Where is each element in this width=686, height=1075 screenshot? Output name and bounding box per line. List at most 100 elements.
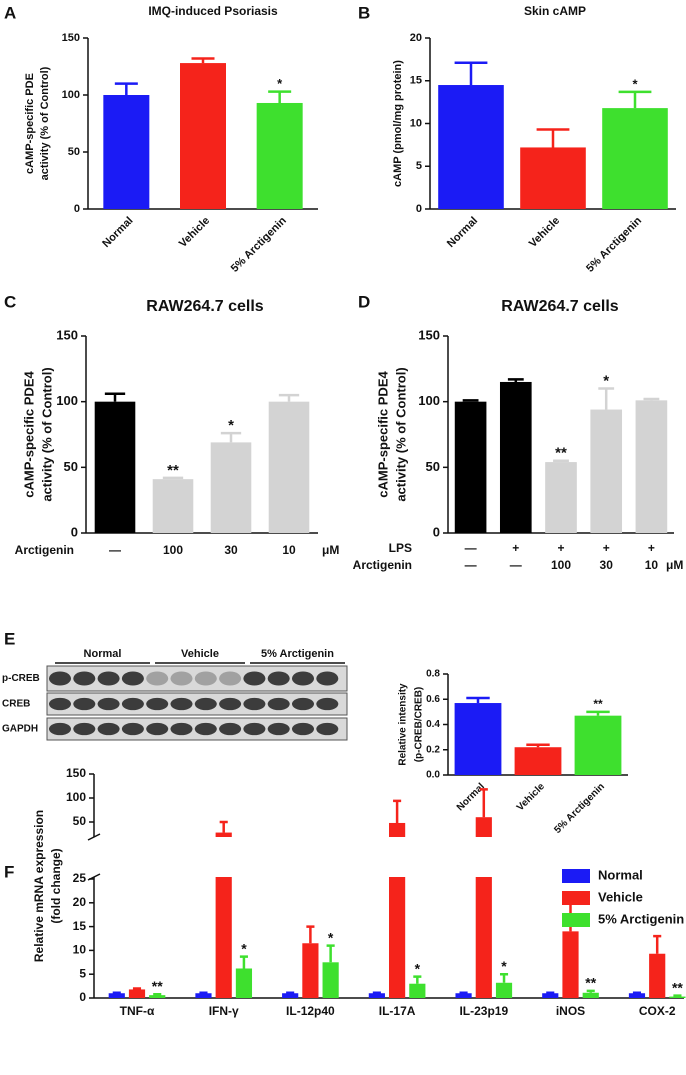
blot-band — [146, 697, 169, 711]
error-bar — [598, 387, 615, 410]
significance-label: ** — [152, 978, 163, 994]
x-row-label: Arctigenin — [353, 558, 412, 572]
blot-band — [243, 722, 266, 736]
bar — [302, 943, 319, 998]
blot-band — [267, 697, 290, 711]
bar — [635, 400, 668, 533]
x-tick-label: 10 — [282, 543, 296, 557]
x-tick-label: COX-2 — [639, 1004, 676, 1018]
x-tick-label: 100 — [551, 558, 571, 572]
error-bar — [278, 393, 300, 402]
blot-band — [219, 722, 242, 736]
bar — [368, 993, 385, 998]
x-tick-label: 30 — [600, 558, 614, 572]
error-bar — [191, 57, 215, 64]
bar — [562, 931, 579, 998]
error-bar — [239, 955, 248, 969]
blot-group-label: Vehicle — [181, 648, 219, 660]
legend-swatch — [562, 869, 590, 883]
chart-title: RAW264.7 cells — [146, 298, 264, 315]
y-tick-label: 5 — [416, 160, 422, 172]
blot-band — [73, 671, 96, 686]
y-axis-label: (fold change) — [49, 848, 63, 923]
x-tick-label: Vehicle — [515, 781, 547, 813]
bar — [282, 993, 299, 998]
significance-label: * — [277, 76, 283, 91]
bar — [495, 982, 513, 998]
bar — [409, 983, 426, 998]
x-tick-label: IFN-γ — [209, 1004, 239, 1018]
blot-band — [194, 671, 217, 686]
bar — [454, 703, 502, 775]
y-axis-label: activity (% of Control) — [393, 367, 408, 501]
bar — [669, 996, 686, 998]
blot-row-label: GAPDH — [2, 724, 38, 735]
significance-label: * — [241, 940, 247, 956]
error-bar — [507, 378, 524, 382]
y-axis-label: (p-CREB/CREB) — [414, 687, 425, 763]
y-tick-label: 10 — [73, 943, 87, 957]
y-tick-label: 5 — [79, 966, 86, 980]
bar — [520, 147, 586, 209]
bar — [582, 992, 599, 998]
y-tick-label: 100 — [56, 393, 78, 408]
y-tick-label: 0 — [74, 203, 80, 215]
blot-band — [73, 697, 96, 711]
y-tick-label: 0.2 — [426, 744, 440, 755]
blot-band — [243, 671, 266, 686]
y-tick-label: 15 — [73, 919, 87, 933]
error-bar — [553, 459, 569, 463]
unit-label: μM — [666, 558, 683, 572]
blot-band — [170, 722, 193, 736]
blot-band — [170, 697, 193, 711]
legend-swatch — [562, 891, 590, 905]
error-bar — [220, 431, 242, 443]
blot-band — [97, 671, 120, 686]
bar — [574, 715, 622, 775]
x-tick-label: Normal — [445, 215, 480, 250]
blot-band — [49, 697, 71, 711]
x-row-label: Arctigenin — [15, 543, 74, 557]
error-bar — [526, 743, 550, 748]
chart-title: IMQ-induced Psoriasis — [148, 4, 278, 18]
error-bar — [268, 90, 292, 103]
blot-band — [292, 671, 314, 686]
blot-band — [292, 722, 314, 736]
significance-label: * — [328, 929, 334, 945]
chart-title: RAW264.7 cells — [501, 298, 619, 315]
error-bar — [162, 476, 184, 480]
y-tick-label: 150 — [56, 327, 78, 342]
x-tick-label: Normal — [100, 215, 135, 250]
x-tick-label: 5% Arctigenin — [229, 215, 289, 275]
y-tick-label: 100 — [62, 89, 80, 101]
error-bar — [653, 934, 662, 954]
x-tick-label: 100 — [163, 543, 183, 557]
x-tick-label: + — [557, 541, 564, 555]
blot-band — [121, 697, 144, 711]
y-tick-label: 15 — [410, 75, 422, 87]
blot-group-label: Normal — [84, 648, 122, 660]
bar — [256, 102, 303, 209]
x-tick-label: 5% Arctigenin — [552, 781, 607, 836]
error-bar — [499, 972, 509, 983]
legend-swatch — [562, 913, 590, 927]
bar — [454, 401, 487, 533]
x-tick-label: Vehicle — [527, 215, 562, 250]
y-tick-label: 50 — [426, 459, 440, 474]
y-axis-label: cAMP-specific PDE4 — [21, 371, 36, 498]
blot-group-label: 5% Arctigenin — [261, 648, 334, 660]
bar — [602, 108, 668, 209]
bar — [499, 381, 532, 533]
error-bar — [466, 696, 490, 704]
break-mark — [87, 873, 101, 881]
blot-band — [73, 722, 96, 736]
bar — [235, 968, 253, 998]
error-bar — [462, 399, 479, 402]
bar — [545, 462, 577, 533]
blot-band — [49, 671, 71, 686]
x-tick-label: iNOS — [556, 1004, 585, 1018]
error-bar — [643, 397, 660, 401]
x-tick-label: — — [510, 558, 522, 572]
legend-label: Vehicle — [598, 889, 643, 904]
blot-band — [219, 671, 242, 686]
